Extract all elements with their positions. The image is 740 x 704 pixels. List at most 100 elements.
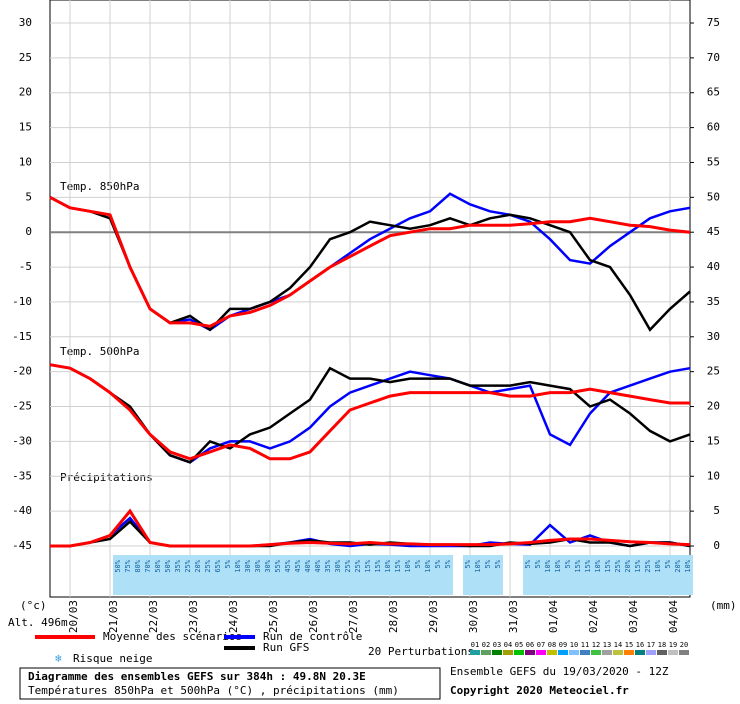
x-tick-label: 28/03 <box>387 600 400 633</box>
y2-tick-label: 45 <box>707 225 720 238</box>
legend-swatch <box>635 650 645 655</box>
legend-label: Run GFS <box>263 641 309 654</box>
legend-label: 13 <box>603 641 611 649</box>
snow-risk-box <box>603 555 613 595</box>
snow-risk-label: 20% <box>674 559 682 572</box>
snow-risk-box <box>613 555 623 595</box>
snow-risk-label: 15% <box>394 559 402 572</box>
y2-tick-label: 30 <box>707 330 720 343</box>
snow-risk-label: 10% <box>474 559 482 572</box>
snow-risk-box <box>163 555 173 595</box>
legend-label: 20 Perturbations <box>368 645 474 658</box>
y-tick-label: 15 <box>19 121 32 134</box>
snow-risk-box <box>283 555 293 595</box>
legend-label: 14 <box>614 641 622 649</box>
snow-risk-box <box>153 555 163 595</box>
snow-risk-label: 30% <box>254 559 262 572</box>
snow-risk-label: 15% <box>574 559 582 572</box>
legend-swatch <box>525 650 535 655</box>
snow-risk-box <box>393 555 403 595</box>
legend-label: 09 <box>559 641 567 649</box>
snow-risk-box <box>113 555 123 595</box>
legend-swatch <box>547 650 557 655</box>
x-tick-label: 25/03 <box>267 600 280 633</box>
snow-risk-label: 55% <box>274 559 282 572</box>
snow-risk-label: 50% <box>154 559 162 572</box>
snow-risk-label: 10% <box>544 559 552 572</box>
snow-risk-label: 10% <box>384 559 392 572</box>
y-tick-label: -25 <box>12 400 32 413</box>
snow-risk-box <box>203 555 213 595</box>
panel-label: Temp. 500hPa <box>60 345 139 358</box>
legend-swatch <box>481 650 491 655</box>
series-line <box>50 508 691 548</box>
legend-label: 20 <box>680 641 688 649</box>
legend-label: Run de contrôle <box>263 630 362 643</box>
snow-risk-label: 25% <box>204 559 212 572</box>
snow-risk-box <box>233 555 243 595</box>
snow-risk-box <box>643 555 653 595</box>
snow-risk-box <box>323 555 333 595</box>
legend-swatch <box>514 650 524 655</box>
legend-label: Risque neige <box>73 652 152 665</box>
snow-risk-box <box>633 555 643 595</box>
legend-label: 19 <box>669 641 677 649</box>
legend-label: 12 <box>592 641 600 649</box>
legend-swatch <box>679 650 689 655</box>
x-tick-label: 24/03 <box>227 600 240 633</box>
snow-risk-box <box>673 555 683 595</box>
y2-tick-label: 10 <box>707 469 720 482</box>
x-tick-label: 03/04 <box>627 600 640 633</box>
snow-risk-box <box>593 555 603 595</box>
snow-risk-box <box>563 555 573 595</box>
legend-swatch <box>580 650 590 655</box>
legend-label: 18 <box>658 641 666 649</box>
snow-risk-box <box>213 555 223 595</box>
snow-risk-box <box>303 555 313 595</box>
snow-risk-label: 25% <box>184 559 192 572</box>
y-tick-label: -15 <box>12 330 32 343</box>
snow-risk-box <box>133 555 143 595</box>
y2-tick-label: 70 <box>707 51 720 64</box>
plot-frame <box>49 0 691 598</box>
legend-swatch <box>624 650 634 655</box>
x-tick-label: 29/03 <box>427 600 440 633</box>
y2-tick-label: 5 <box>713 504 720 517</box>
snow-risk-label: 50% <box>164 559 172 572</box>
legend-swatch <box>591 650 601 655</box>
legend-label: 15 <box>625 641 633 649</box>
snow-risk-label: 25% <box>344 559 352 572</box>
snow-risk-label: 10% <box>684 559 692 572</box>
snow-risk-label: 40% <box>314 559 322 572</box>
y-tick-label: -35 <box>12 469 32 482</box>
y-tick-label: -10 <box>12 295 32 308</box>
legend-label: 17 <box>647 641 655 649</box>
snow-risk-box <box>423 555 433 595</box>
snow-risk-label: 15% <box>584 559 592 572</box>
x-tick-label: 26/03 <box>307 600 320 633</box>
snow-risk-box <box>433 555 443 595</box>
y2-tick-label: 25 <box>707 365 720 378</box>
y-tick-label: -45 <box>12 539 32 552</box>
legend-swatch <box>558 650 568 655</box>
snow-risk-label: 5% <box>434 559 442 568</box>
legend-label: 01 <box>471 641 479 649</box>
y2-axis-label: (mm) <box>710 599 737 612</box>
y-tick-label: -30 <box>12 434 32 447</box>
snow-risk-box <box>473 555 483 595</box>
y2-tick-label: 55 <box>707 155 720 168</box>
snow-risk-label: 40% <box>304 559 312 572</box>
snow-risk-box <box>173 555 183 595</box>
snow-risk-box <box>363 555 373 595</box>
snow-risk-label: 5% <box>494 559 502 568</box>
x-tick-label: 31/03 <box>507 600 520 633</box>
y-axis-label: (°c) <box>20 599 47 612</box>
y2-tick-label: 40 <box>707 260 720 273</box>
legend-label: 07 <box>537 641 545 649</box>
y-tick-label: -40 <box>12 504 32 517</box>
snow-risk-box <box>483 555 493 595</box>
snow-risk-label: 15% <box>364 559 372 572</box>
legend-label: 02 <box>482 641 490 649</box>
series-line <box>49 363 690 461</box>
